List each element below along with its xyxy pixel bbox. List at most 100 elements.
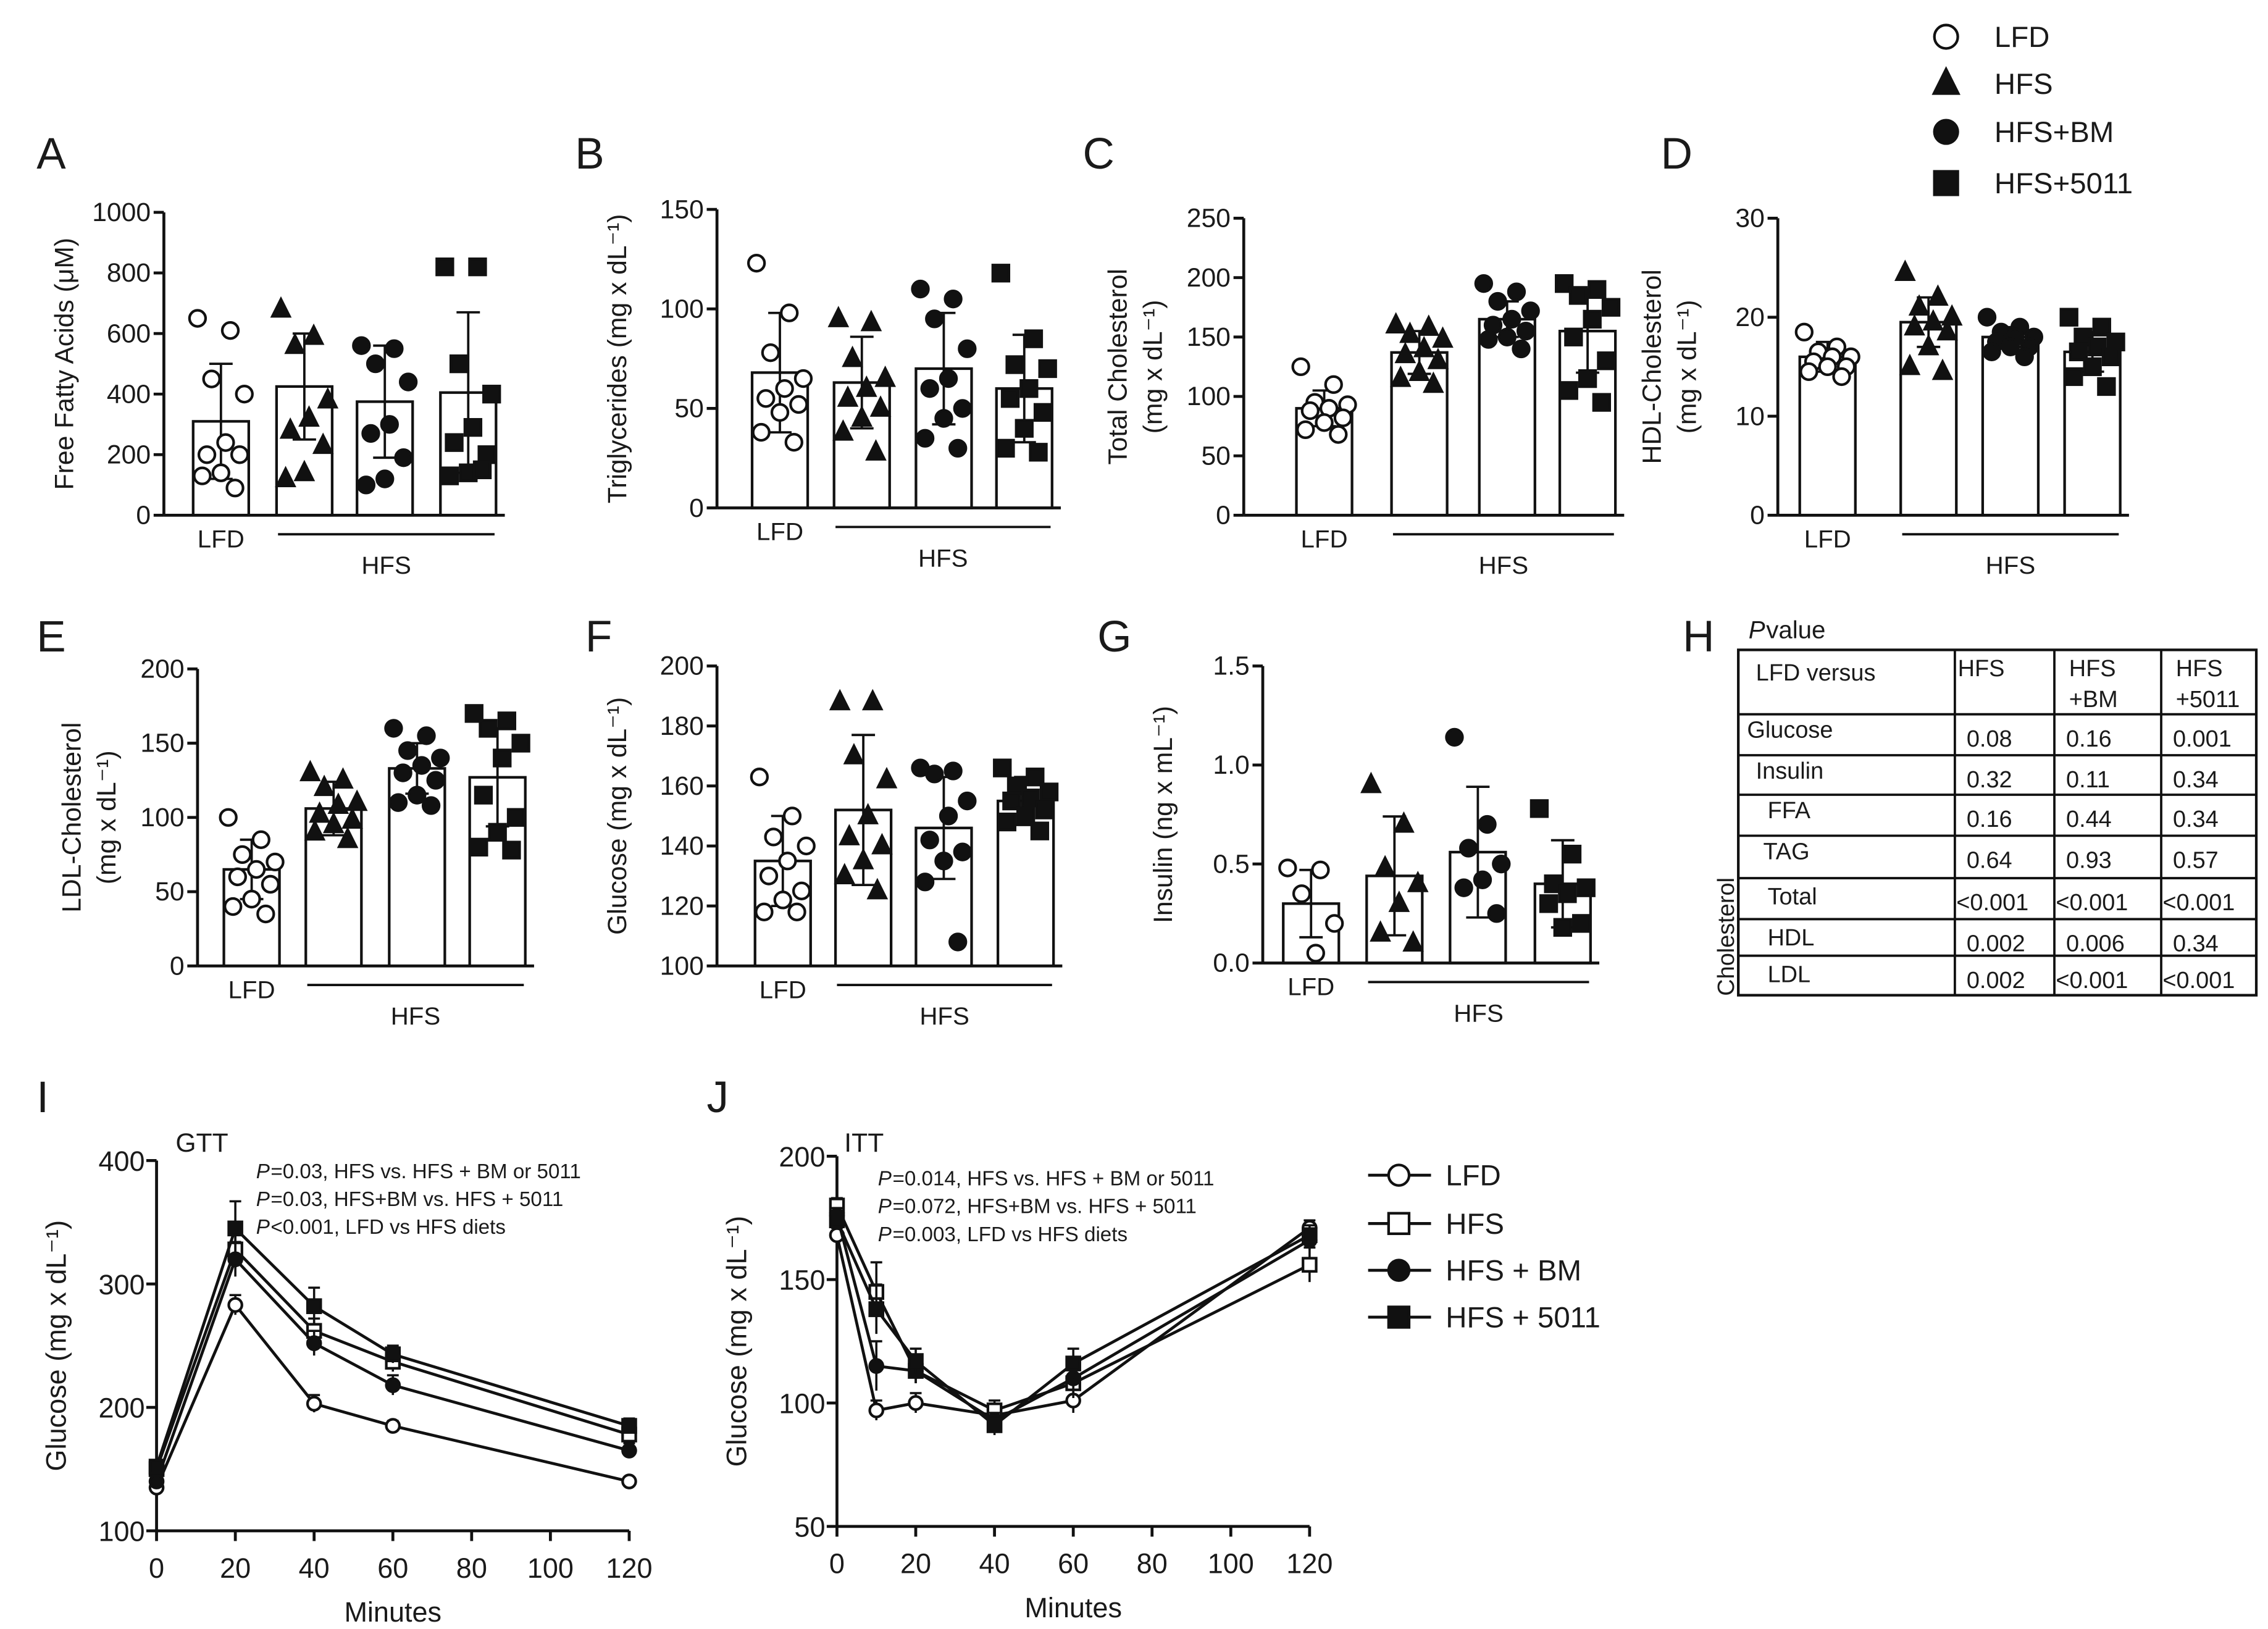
data-point: [2101, 347, 2121, 367]
data-point: [431, 748, 450, 768]
data-point: [299, 760, 321, 782]
y-axis-label: (mg x dL⁻¹): [1672, 299, 1702, 433]
x-label-lfd: LFD: [228, 976, 275, 1003]
data-point: [751, 422, 771, 442]
y-tick-label: 0.0: [1213, 949, 1249, 978]
data-point: [1502, 309, 1521, 329]
p-value-cell: 0.11: [2066, 767, 2110, 793]
y-tick-label: 150: [1187, 322, 1231, 352]
line-legend-item: HFS + BM: [1368, 1255, 1581, 1288]
data-point: [1927, 284, 1949, 306]
data-point: [385, 1377, 401, 1393]
panel-G: G 0.0 0.5 1.0 1.5 Insulin (ng x mL⁻¹) LFD HFS: [1097, 613, 1600, 1027]
data-point: [1432, 326, 1454, 348]
x-label-hfs: HFS: [1986, 551, 2036, 579]
data-point: [874, 365, 896, 387]
table-title-p: P: [1749, 616, 1765, 643]
data-point: [876, 766, 898, 789]
series-line: [155, 1302, 630, 1488]
legend-label: LFD: [1994, 21, 2049, 54]
data-point: [1941, 304, 1963, 326]
data-point: [2064, 367, 2083, 387]
data-point: [1799, 362, 1818, 382]
data-point: [225, 479, 245, 498]
y-tick-label: 140: [660, 831, 704, 861]
p-value-cell: 0.32: [1967, 767, 2012, 793]
data-point: [908, 1395, 924, 1411]
annotation-text: =0.072, HFS+BM vs. HFS + 5011: [893, 1196, 1197, 1218]
x-tick-label: 40: [979, 1548, 1010, 1580]
data-point: [352, 336, 371, 355]
data-point: [939, 369, 958, 388]
data-point: [1427, 348, 1449, 369]
data-point: [261, 874, 280, 894]
x-label-lfd: LFD: [198, 526, 245, 553]
data-point: [356, 475, 376, 495]
data-point: [388, 793, 408, 812]
data-point: [479, 719, 498, 738]
panel-label: B: [575, 130, 604, 178]
data-point: [341, 807, 363, 829]
data-point: [1024, 329, 1044, 348]
data-point: [1562, 844, 1582, 864]
data-point: [1033, 403, 1053, 422]
x-tick-label: 80: [456, 1552, 487, 1584]
data-point: [1393, 811, 1415, 833]
p-value-cell: 0.34: [2173, 931, 2219, 957]
data-point: [829, 1212, 845, 1229]
data-point: [925, 309, 944, 329]
panel-H: H P value LFD versus HFS HFS +BM HFS +5011 Gluco…: [1683, 613, 2258, 997]
data-point: [1418, 314, 1440, 336]
data-point: [435, 258, 454, 277]
p-value-cell: <0.001: [2056, 968, 2128, 994]
data-point: [1818, 357, 1837, 377]
data-point: [464, 704, 483, 723]
data-point: [2106, 332, 2125, 351]
data-point: [469, 837, 488, 857]
data-point: [233, 845, 252, 865]
table-header: LFD versus: [1756, 660, 1876, 686]
data-point: [773, 890, 792, 910]
data-point: [256, 904, 275, 924]
data-point: [1516, 321, 1536, 341]
data-point: [313, 774, 335, 797]
data-point: [1300, 401, 1320, 421]
p-value-cell: 0.64: [1967, 847, 2012, 873]
series-lfd: [148, 1294, 637, 1496]
data-point: [2015, 347, 2034, 367]
data-point: [782, 806, 802, 826]
x-tick-label: 20: [220, 1552, 251, 1584]
y-tick-label: 50: [155, 877, 184, 907]
data-point: [944, 289, 963, 309]
legend-item: LFD: [1933, 21, 2049, 54]
legend-item: HFS+5011: [1933, 167, 2133, 200]
annotation-p: P: [878, 1223, 892, 1246]
data-point: [1564, 327, 1583, 346]
line-legend-item: HFS + 5011: [1368, 1302, 1601, 1334]
data-point: [1296, 420, 1315, 440]
panel-label: A: [36, 130, 66, 178]
data-point: [1982, 342, 2001, 361]
data-point: [1917, 333, 1940, 356]
p-value-cell: 0.08: [1967, 726, 2012, 752]
data-point: [1065, 1355, 1081, 1371]
data-point: [445, 433, 464, 452]
y-tick-label: 10: [1735, 401, 1764, 431]
data-point: [1445, 727, 1464, 747]
data-point: [871, 832, 893, 855]
data-point: [219, 808, 238, 827]
data-point: [1479, 330, 1498, 349]
data-point: [502, 840, 521, 860]
data-point: [227, 1220, 243, 1237]
data-point: [1015, 419, 1034, 438]
data-point: [266, 852, 285, 872]
data-point: [958, 791, 977, 811]
legend-marker-icon: [1933, 119, 1959, 145]
data-point: [934, 852, 953, 871]
data-point: [1402, 930, 1424, 952]
data-point: [1292, 884, 1312, 903]
data-point: [1389, 365, 1412, 387]
y-tick-label: 100: [1187, 382, 1231, 411]
data-point: [1474, 274, 1494, 293]
p-value-cell: 0.44: [2066, 806, 2112, 832]
